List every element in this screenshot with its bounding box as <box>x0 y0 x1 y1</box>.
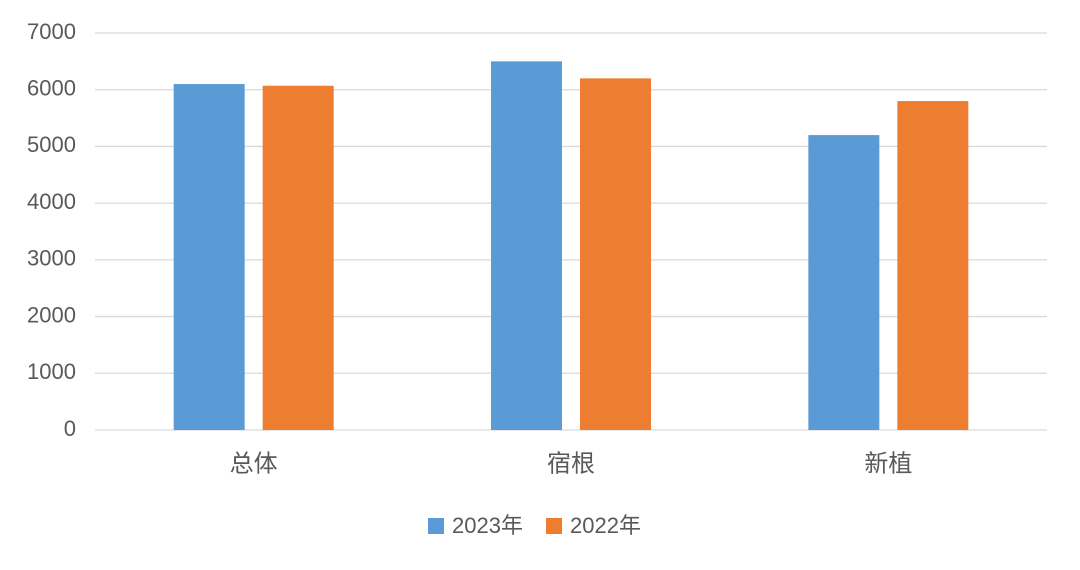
bar <box>897 101 969 431</box>
y-tick-label: 4000 <box>27 189 76 214</box>
legend-label: 2022年 <box>570 513 641 538</box>
y-tick-label: 6000 <box>27 76 76 101</box>
x-tick-label: 总体 <box>230 450 278 477</box>
bar <box>262 85 334 430</box>
bar <box>580 78 651 430</box>
y-tick-label: 0 <box>64 416 76 441</box>
y-tick-label: 7000 <box>27 19 76 44</box>
y-tick-label: 3000 <box>27 246 76 271</box>
x-tick-label: 新植 <box>864 450 912 477</box>
y-tick-label: 1000 <box>27 359 76 384</box>
y-tick-label: 5000 <box>27 132 76 157</box>
legend-swatch <box>428 518 444 534</box>
bar <box>173 84 245 431</box>
x-tick-label: 宿根 <box>547 450 595 477</box>
legend-swatch <box>546 518 562 534</box>
legend-label: 2023年 <box>452 513 523 538</box>
bar <box>491 61 562 430</box>
y-tick-label: 2000 <box>27 302 76 327</box>
bar <box>808 135 880 431</box>
